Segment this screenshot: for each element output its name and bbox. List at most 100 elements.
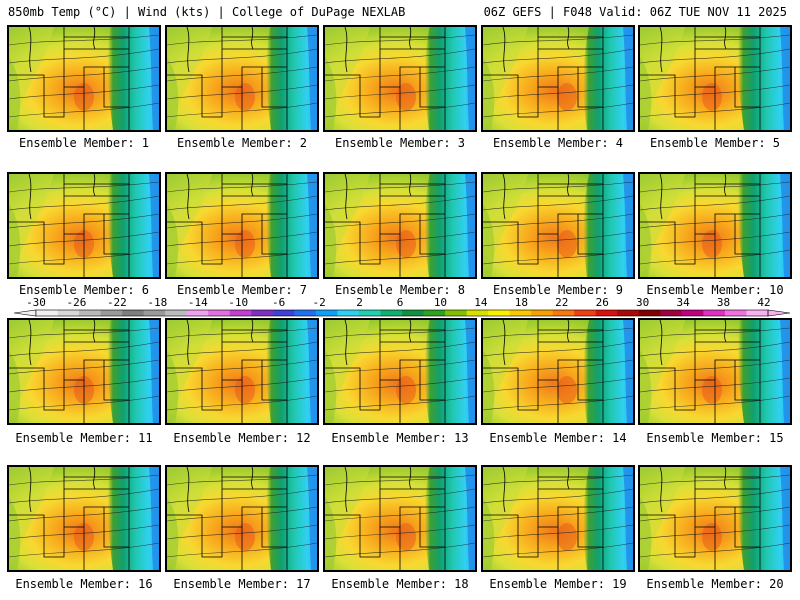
ensemble-member-label: Ensemble Member: 14 [489,431,627,445]
temperature-map [325,320,475,423]
colorbar-swatch [100,310,123,316]
ensemble-member-label: Ensemble Member: 3 [334,136,466,150]
ensemble-panel [481,172,635,279]
temperature-map [9,174,159,277]
colorbar-swatch [186,310,209,316]
ensemble-member-label: Ensemble Member: 18 [331,577,469,591]
colorbar-swatch [143,310,166,316]
temperature-map [167,320,317,423]
colorbar-swatch [703,310,726,316]
ensemble-member-label: Ensemble Member: 19 [489,577,627,591]
temperature-map [640,174,790,277]
colorbar-tick-label: -30 [26,296,46,309]
ensemble-panel [7,172,161,279]
colorbar-swatch [229,310,252,316]
colorbar-swatch [36,310,59,316]
colorbar-swatch [552,310,575,316]
colorbar-tick-label: 30 [636,296,650,309]
temperature-map [325,27,475,130]
colorbar-swatch [315,310,338,316]
temperature-map [167,174,317,277]
colorbar-arrow-right [767,309,791,317]
colorbar-swatch [122,310,145,316]
ensemble-panel [165,465,319,572]
colorbar-swatch [251,310,274,316]
temperature-map [167,27,317,130]
colorbar-tick-label: 38 [716,296,731,309]
colorbar-tick-label: 42 [757,296,771,309]
model-run-info: 06Z GEFS | F048 Valid: 06Z TUE NOV 11 20… [483,5,787,19]
temperature-map [325,467,475,570]
ensemble-member-label: Ensemble Member: 1 [18,136,150,150]
ensemble-member-label: Ensemble Member: 9 [492,283,624,297]
ensemble-panel [323,25,477,132]
ensemble-panel [7,465,161,572]
colorbar-swatch [79,310,102,316]
colorbar-swatch [337,310,360,316]
temperature-map [483,320,633,423]
ensemble-member-label: Ensemble Member: 7 [176,283,308,297]
ensemble-panel [7,25,161,132]
ensemble-member-label: Ensemble Member: 10 [646,283,784,297]
colorbar-tick-label: 10 [433,296,448,309]
colorbar-tick-label: -6 [272,296,286,309]
ensemble-member-label: Ensemble Member: 6 [18,283,150,297]
colorbar-swatch [595,310,618,316]
colorbar-swatch [358,310,381,316]
temperature-map [325,174,475,277]
ensemble-member-label: Ensemble Member: 20 [646,577,784,591]
ensemble-member-label: Ensemble Member: 4 [492,136,624,150]
colorbar-tick-label: 26 [595,296,609,309]
colorbar-swatch [574,310,597,316]
temperature-map [483,467,633,570]
colorbar-swatch [208,310,231,316]
colorbar-swatch [57,310,80,316]
ensemble-panel [638,172,792,279]
colorbar-tick-label: 2 [356,296,363,309]
colorbar-tick-label: -18 [147,296,168,309]
ensemble-panel [165,25,319,132]
ensemble-panel [638,25,792,132]
temperature-map [640,27,790,130]
colorbar-swatch [294,310,317,316]
colorbar-swatch [445,310,468,316]
temperature-map [640,320,790,423]
colorbar-tick-label: 22 [555,296,569,309]
ensemble-member-label: Ensemble Member: 12 [173,431,311,445]
colorbar-swatch [402,310,425,316]
ensemble-member-label: Ensemble Member: 17 [173,577,311,591]
colorbar-tick-label: -14 [187,296,208,309]
ensemble-panel [323,172,477,279]
ensemble-panel [165,172,319,279]
ensemble-panel [165,318,319,425]
temperature-map [640,467,790,570]
temperature-colorbar [13,309,791,317]
colorbar-swatch [272,310,295,316]
colorbar-swatch [509,310,532,316]
colorbar-swatch [488,310,511,316]
temperature-map [9,27,159,130]
colorbar-tick-label: -2 [312,296,326,309]
ensemble-member-label: Ensemble Member: 2 [176,136,308,150]
colorbar-swatch [466,310,489,316]
colorbar-tick-label: -26 [66,296,87,309]
colorbar-arrow-left [13,309,37,317]
colorbar-swatch [638,310,661,316]
ensemble-panel [481,25,635,132]
ensemble-panel [638,465,792,572]
colorbar-outline [35,309,769,317]
ensemble-panel [323,465,477,572]
ensemble-member-label: Ensemble Member: 5 [649,136,781,150]
colorbar-tick-label: 14 [474,296,488,309]
colorbar-tick-label: 34 [676,296,690,309]
ensemble-member-label: Ensemble Member: 8 [334,283,466,297]
colorbar-swatch [165,310,188,316]
colorbar-swatch [724,310,747,316]
ensemble-member-label: Ensemble Member: 16 [15,577,153,591]
ensemble-panel [323,318,477,425]
temperature-map [9,467,159,570]
map-title: 850mb Temp (°C) | Wind (kts) | College o… [8,5,406,19]
temperature-map [483,27,633,130]
colorbar-swatch [617,310,640,316]
colorbar-tick-label: -22 [106,296,127,309]
